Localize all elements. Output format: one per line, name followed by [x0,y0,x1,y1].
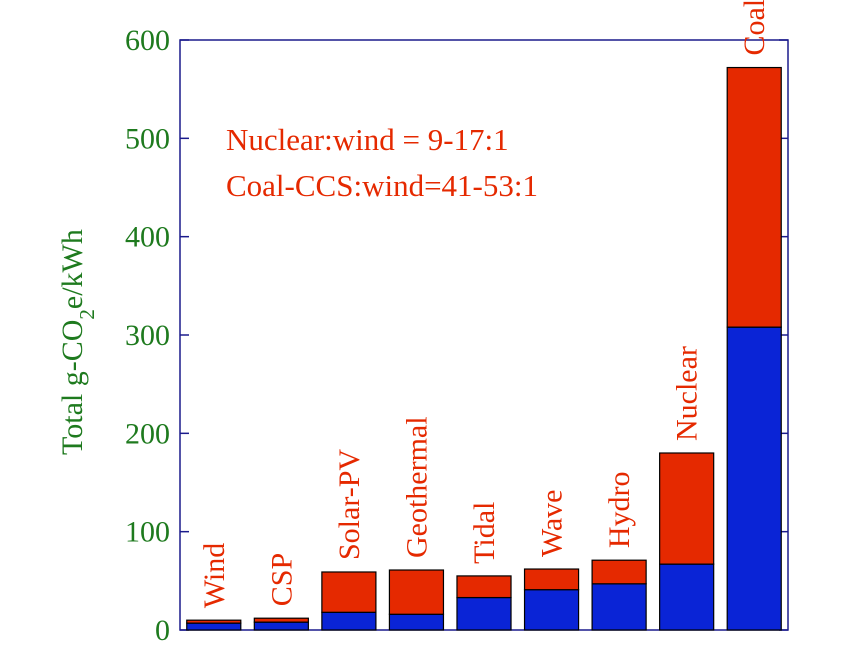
bar-segment [186,619,242,624]
bars [186,66,782,631]
y-axis-title: Total g-CO2e/kWh [56,229,99,455]
bar-segment [659,452,715,565]
y-tick-label: 400 [125,221,170,254]
bar-segment [726,66,782,328]
category-label: Geothermal [400,416,433,558]
y-tick-label: 600 [125,24,170,57]
bar-segment [591,559,647,585]
bar-segment [253,617,309,623]
category-labels: Wind CSP Solar-PV Geothermal Tidal Wave Hydro N… [198,0,771,608]
category-label: Coal-CCS [738,0,771,56]
annotation-1: Nuclear:wind = 9-17:1 [226,122,509,157]
y-tick-label: 500 [125,122,170,155]
bar-segment [456,596,512,631]
category-label: Tidal [468,502,501,564]
bar-segment [388,613,445,631]
annotation-2: Coal-CCS:wind=41-53:1 [226,168,538,203]
category-label: Hydro [603,472,636,549]
bar-segment [321,571,377,613]
y-tick-label: 200 [125,417,170,450]
y-axis-title-subscript: 2 [75,309,99,320]
bar-segment [388,569,445,615]
bar-segment [321,611,377,631]
bar-segment [523,589,580,631]
bar-segment [659,563,715,631]
category-label: Solar-PV [333,449,366,560]
category-label: Wind [198,543,231,608]
y-tick-label: 100 [125,516,170,549]
bar-segment [186,622,242,631]
y-axis-title-main: Total g-CO [56,320,89,455]
y-axis: 0 100 200 300 400 500 600 [125,24,788,647]
bar-segment [253,621,309,631]
y-axis-title-end: e/kWh [56,229,89,309]
y-tick-label: 0 [155,614,170,647]
bar-segment [591,583,647,631]
y-tick-label: 300 [125,319,170,352]
bar-segment [726,326,782,631]
bar-segment [523,568,580,591]
category-label: CSP [265,553,298,606]
category-label: Nuclear [671,346,704,441]
category-label: Wave [536,489,569,557]
bar-segment [456,575,512,599]
